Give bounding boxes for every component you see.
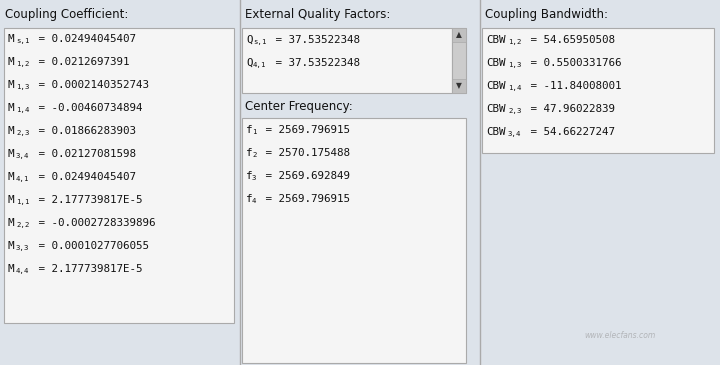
Text: 2,3: 2,3: [16, 130, 30, 136]
Text: = 2569.692849: = 2569.692849: [259, 171, 350, 181]
Text: = 2570.175488: = 2570.175488: [259, 148, 350, 158]
Text: M: M: [8, 218, 14, 228]
Text: CBW: CBW: [486, 35, 505, 45]
Text: 3,3: 3,3: [16, 245, 30, 251]
Text: = 2569.796915: = 2569.796915: [259, 194, 350, 204]
Text: Q: Q: [246, 35, 253, 45]
Text: 4: 4: [252, 198, 256, 204]
Text: f: f: [246, 125, 253, 135]
Text: M: M: [8, 241, 14, 251]
Text: M: M: [8, 195, 14, 205]
Text: CBW: CBW: [486, 127, 505, 137]
Text: 3,4: 3,4: [16, 153, 30, 159]
Text: = 0.5500331766: = 0.5500331766: [524, 58, 622, 68]
Text: = -0.00460734894: = -0.00460734894: [32, 103, 143, 113]
Text: s,1: s,1: [16, 38, 30, 44]
Text: = 0.02127081598: = 0.02127081598: [32, 149, 136, 159]
Bar: [452, 28, 466, 42]
Text: Coupling Coefficient:: Coupling Coefficient:: [5, 8, 128, 21]
Text: M: M: [8, 57, 14, 67]
Text: CBW: CBW: [486, 58, 505, 68]
Text: = -0.0002728339896: = -0.0002728339896: [32, 218, 156, 228]
Text: Coupling Bandwidth:: Coupling Bandwidth:: [485, 8, 608, 21]
Bar: [242, 28, 452, 93]
Text: = 0.02494045407: = 0.02494045407: [32, 172, 136, 182]
Bar: [4, 28, 234, 323]
Text: 2,2: 2,2: [16, 222, 30, 228]
Text: 2: 2: [252, 152, 256, 158]
Text: M: M: [8, 264, 14, 274]
Text: Center Frequency:: Center Frequency:: [245, 100, 353, 113]
Text: 3: 3: [252, 175, 256, 181]
Text: = 0.02494045407: = 0.02494045407: [32, 34, 136, 44]
Text: M: M: [8, 149, 14, 159]
Text: M: M: [8, 172, 14, 182]
Text: ▼: ▼: [456, 81, 462, 91]
Text: External Quality Factors:: External Quality Factors:: [245, 8, 390, 21]
Bar: [242, 118, 466, 363]
Text: = 47.96022839: = 47.96022839: [524, 104, 616, 114]
Text: 3,4: 3,4: [508, 131, 521, 137]
Text: s,1: s,1: [253, 39, 266, 45]
Text: 1,2: 1,2: [16, 61, 30, 67]
Text: 4,1: 4,1: [253, 62, 266, 68]
Text: CBW: CBW: [486, 81, 505, 91]
Text: CBW: CBW: [486, 104, 505, 114]
Text: = 37.53522348: = 37.53522348: [269, 58, 361, 68]
Text: 2,3: 2,3: [508, 108, 521, 114]
Text: 1,2: 1,2: [508, 39, 521, 45]
Text: M: M: [8, 103, 14, 113]
Bar: [482, 28, 714, 153]
Text: = -11.84008001: = -11.84008001: [524, 81, 622, 91]
Bar: [452, 28, 466, 93]
Text: 1,4: 1,4: [16, 107, 30, 113]
Text: = 0.0212697391: = 0.0212697391: [32, 57, 130, 67]
Text: = 2.177739817E-5: = 2.177739817E-5: [32, 195, 143, 205]
Text: = 0.0001027706055: = 0.0001027706055: [32, 241, 150, 251]
Text: 4,4: 4,4: [16, 268, 30, 274]
Text: M: M: [8, 126, 14, 136]
Text: www.elecfans.com: www.elecfans.com: [585, 330, 656, 339]
Text: = 37.53522348: = 37.53522348: [269, 35, 361, 45]
Text: Q: Q: [246, 58, 253, 68]
Text: = 54.66227247: = 54.66227247: [524, 127, 616, 137]
Text: = 2.177739817E-5: = 2.177739817E-5: [32, 264, 143, 274]
Text: = 0.0002140352743: = 0.0002140352743: [32, 80, 150, 90]
Text: 1,1: 1,1: [16, 199, 30, 205]
Text: = 2569.796915: = 2569.796915: [259, 125, 350, 135]
Bar: [452, 79, 466, 93]
Text: 1,3: 1,3: [508, 62, 521, 68]
Text: 1: 1: [252, 129, 256, 135]
Text: 1,4: 1,4: [508, 85, 521, 91]
Text: 4,1: 4,1: [16, 176, 30, 182]
Text: M: M: [8, 34, 14, 44]
Text: ▲: ▲: [456, 31, 462, 39]
Text: = 54.65950508: = 54.65950508: [524, 35, 616, 45]
Text: 1,3: 1,3: [16, 84, 30, 90]
Text: f: f: [246, 171, 253, 181]
Text: M: M: [8, 80, 14, 90]
Text: f: f: [246, 148, 253, 158]
Text: = 0.01866283903: = 0.01866283903: [32, 126, 136, 136]
Text: f: f: [246, 194, 253, 204]
